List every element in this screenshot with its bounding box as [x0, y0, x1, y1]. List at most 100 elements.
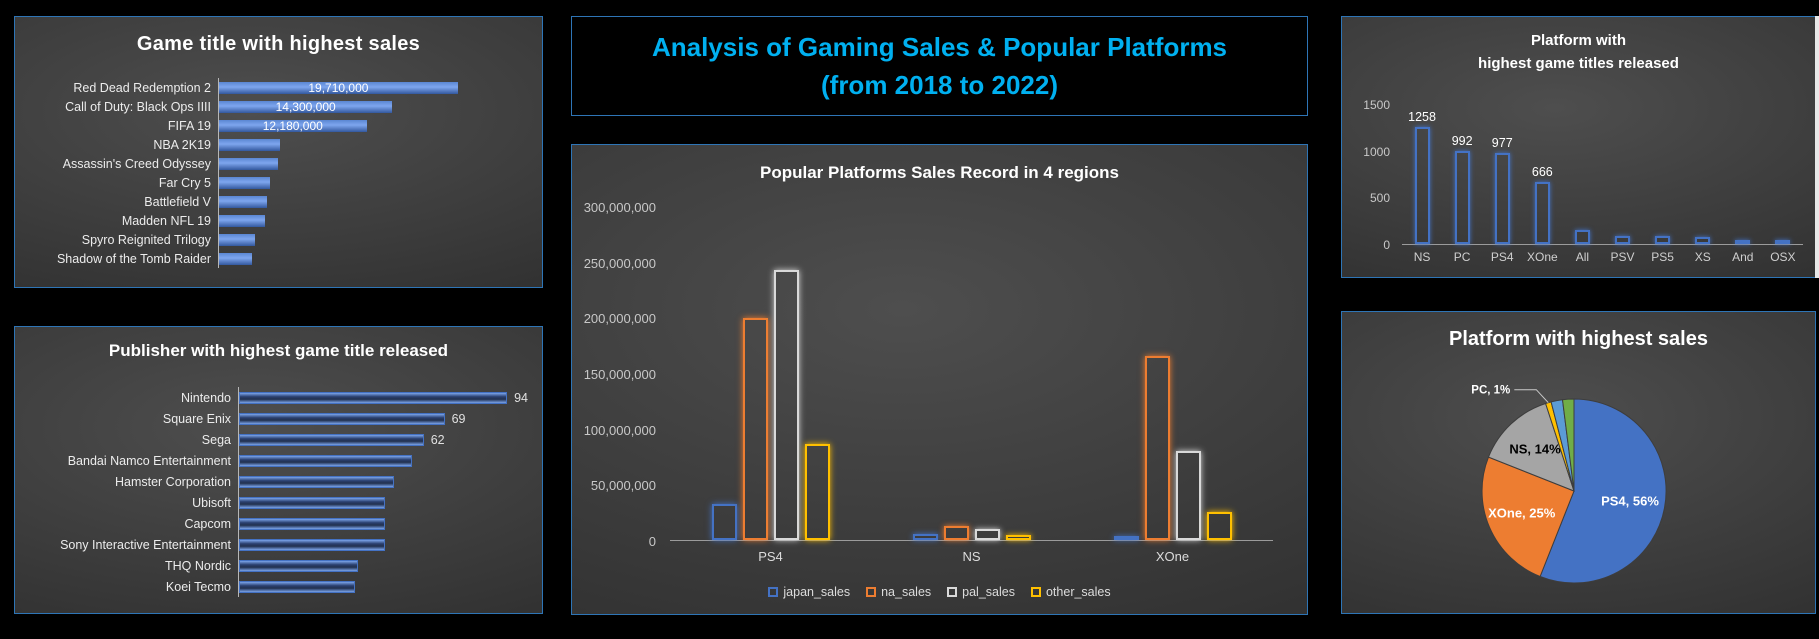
bar-track [218, 135, 528, 154]
x-axis-label: All [1575, 250, 1590, 264]
bar-cell [1602, 105, 1642, 244]
category-label: Square Enix [162, 411, 231, 426]
category-label: Koei Tecmo [165, 579, 231, 594]
bar [1735, 240, 1751, 244]
bar-track [238, 513, 528, 534]
chart-title: Game title with highest sales [136, 33, 421, 55]
y-axis-label: 1000 [1363, 144, 1390, 159]
bar [239, 580, 356, 593]
bar [239, 412, 445, 425]
y-axis-label: 0 [1383, 238, 1390, 252]
data-label: 666 [1531, 164, 1553, 179]
data-label: 94 [514, 390, 528, 405]
bar-row: Sega 62 [25, 429, 528, 450]
category-label: Ubisoft [192, 495, 231, 510]
bar-row: Battlefield V [25, 192, 528, 211]
bar [219, 214, 265, 227]
panel-top-publishers: Publisher with highest game title releas… [14, 326, 543, 614]
legend-label: other_sales [1045, 585, 1111, 599]
pie-label: PS4, 56% [1601, 494, 1659, 509]
bar [1775, 240, 1791, 244]
bar-row: THQ Nordic [25, 555, 528, 576]
bar [219, 252, 253, 265]
bar [239, 517, 385, 530]
bar [239, 538, 385, 551]
bar [943, 526, 969, 540]
x-axis-label: XS [1694, 250, 1711, 264]
y-axis: 0 50,000,000 100,000,000 150,000,000 200,000… [572, 200, 662, 549]
bar [239, 475, 394, 488]
bar-group [670, 207, 871, 540]
bar [219, 176, 271, 189]
category-label: Red Dead Redemption 2 [73, 80, 211, 95]
chart-title: Platform with highest sales [1449, 328, 1708, 350]
panel-platform-sales-share: Platform with highest sales PS4, 56% XOne… [1341, 311, 1816, 614]
bar-row: Shadow of the Tomb Raider [25, 249, 528, 268]
bar [219, 195, 267, 208]
platform-titles-plot: 1258 992 977 666 [1402, 105, 1803, 245]
bar [1206, 512, 1232, 540]
bar-row: Far Cry 5 [25, 173, 528, 192]
y-axis-label: 0 [648, 534, 656, 549]
bar-row: Bandai Namco Entertainment [25, 450, 528, 471]
chart-title-line2: highest game titles released [1478, 55, 1679, 73]
bar-track [238, 471, 528, 492]
bar-row: Assassin's Creed Odyssey [25, 154, 528, 173]
bar-track [218, 173, 528, 192]
pie-label: XOne, 25% [1488, 506, 1556, 521]
y-axis: 0 500 1000 1500 [1342, 98, 1396, 252]
pie-slice-ps4 [1539, 398, 1667, 584]
legend-marker [947, 587, 958, 597]
bar-track [238, 534, 528, 555]
category-label: Call of Duty: Black Ops IIII [65, 99, 211, 114]
legend-marker [1030, 587, 1041, 597]
bar [219, 138, 281, 151]
region-sales-plot [670, 207, 1273, 541]
bar-track [218, 192, 528, 211]
bar [742, 318, 768, 540]
x-axis-label: NS [1413, 250, 1431, 264]
y-axis-label: 300,000,000 [583, 200, 656, 215]
bar [1615, 235, 1631, 244]
bar-track [218, 249, 528, 268]
bar-cell: 666 [1522, 105, 1562, 244]
bar-track [218, 211, 528, 230]
y-axis-label: 150,000,000 [583, 367, 656, 382]
bar-row: Square Enix 69 [25, 408, 528, 429]
bar-cell: 1258 [1402, 105, 1442, 244]
bar-row: Call of Duty: Black Ops IIII 14,300,000 [25, 97, 528, 116]
bar [1175, 450, 1201, 540]
bar [239, 559, 359, 572]
scrollbar[interactable] [1815, 16, 1819, 278]
x-axis-label: PS5 [1651, 250, 1674, 264]
legend-marker [768, 587, 779, 597]
bar-row: FIFA 19 12,180,000 [25, 116, 528, 135]
pie-slice-other [1561, 398, 1575, 492]
bar [1695, 237, 1711, 244]
platform-sales-pie-chart: PS4, 56% XOne, 25% NS, 14% PC, 1% [1471, 385, 1667, 584]
bar [1534, 181, 1550, 244]
bar-track: 69 [238, 408, 528, 429]
x-axis-label: XOne [1526, 250, 1558, 264]
y-axis-label: 1500 [1363, 98, 1390, 112]
bar [239, 433, 424, 446]
chart-title-line1: Platform with [1530, 32, 1626, 49]
category-label: NBA 2K19 [153, 137, 211, 152]
x-axis-label: PSV [1610, 250, 1635, 264]
bar-row: Hamster Corporation [25, 471, 528, 492]
data-label: 977 [1491, 135, 1513, 150]
data-label: 12,180,000 [262, 118, 323, 133]
x-axis-label: PS4 [758, 549, 783, 564]
bar [1005, 535, 1031, 540]
chart-title: Popular Platforms Sales Record in 4 regi… [760, 163, 1119, 182]
x-axis: PS4 NS XOne [670, 549, 1273, 564]
bar-row: Koei Tecmo [25, 576, 528, 597]
bar [1574, 230, 1590, 244]
category-label: Hamster Corporation [114, 474, 231, 489]
bar [1113, 536, 1139, 540]
bar [912, 534, 938, 540]
top-games-bar-chart: Red Dead Redemption 2 19,710,000 Call of D… [25, 78, 528, 268]
legend-item: na_sales [866, 585, 931, 599]
bar: 12,180,000 [219, 118, 367, 133]
bar-track [238, 450, 528, 471]
